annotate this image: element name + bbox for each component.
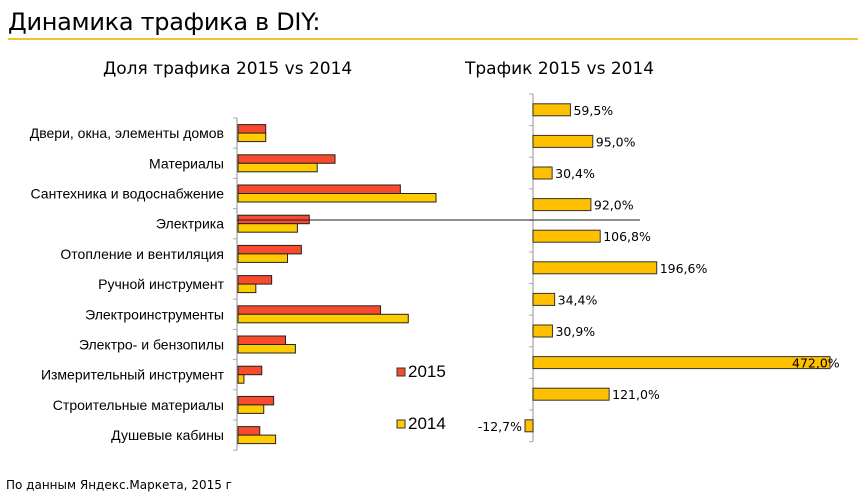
bar-2015: [237, 214, 310, 225]
bar-2014: [237, 313, 409, 324]
category-label: Душевые кабины: [111, 427, 224, 443]
bar-2014: [237, 162, 318, 173]
legend-label-2015: 2015: [408, 362, 446, 381]
category-label: Материалы: [149, 155, 224, 171]
traffic-bar: [532, 324, 553, 338]
traffic-bar: [532, 166, 553, 180]
bar-2015: [237, 305, 382, 315]
bar-2014: [237, 223, 298, 233]
right-chart-title: Трафик 2015 vs 2014: [465, 59, 655, 79]
left-chart-title: Доля трафика 2015 vs 2014: [103, 59, 353, 79]
traffic-bar: [532, 198, 592, 212]
category-label: Двери, окна, элементы домов: [30, 125, 224, 141]
category-label: Сантехника и водоснабжение: [31, 186, 225, 202]
legend-swatch-2015: [396, 367, 406, 377]
bar-2014: [237, 434, 277, 445]
traffic-bar: [532, 387, 610, 401]
traffic-bar: [532, 356, 831, 370]
bar-2014: [237, 283, 257, 294]
traffic-value-label: 92,0%: [594, 198, 634, 213]
category-label: Измерительный инструмент: [41, 367, 225, 383]
right-chart-traffic: 59,5% 95,0% 30,4% 92,0% 106,8% 196,6% 34,4% 30,…: [478, 93, 840, 443]
bar-2015: [237, 244, 302, 255]
category-label: Электрика: [156, 216, 224, 232]
bar-2015: [237, 184, 401, 194]
bar-2015: [237, 154, 336, 164]
legend-label-2014: 2014: [408, 414, 446, 433]
bar-2015: [237, 275, 273, 285]
bar-2014: [237, 344, 296, 354]
page-title: Динамика трафика в DIY:: [8, 8, 321, 36]
source-footnote: По данным Яндекс.Маркета, 2015 г: [6, 478, 232, 492]
traffic-value-label: -12,7%: [478, 419, 522, 434]
traffic-value-label: 34,4%: [558, 292, 598, 307]
category-label: Электроинструменты: [85, 306, 224, 322]
traffic-value-label: 95,0%: [596, 134, 636, 149]
category-label: Отопление и вентиляция: [60, 246, 224, 262]
bar-2015: [237, 426, 261, 436]
left-chart-share: Двери, окна, элементы домов Материалы Сант…: [30, 117, 446, 451]
category-label: Строительные материалы: [53, 397, 224, 413]
bar-2014: [237, 193, 437, 203]
traffic-value-label: 30,9%: [555, 324, 595, 339]
traffic-bar: [524, 419, 534, 433]
traffic-bar: [532, 292, 556, 306]
bar-2014: [237, 132, 267, 143]
traffic-value-label: 196,6%: [660, 261, 708, 276]
traffic-bar: [532, 261, 658, 275]
bar-2014: [237, 253, 288, 263]
bar-2014: [237, 404, 265, 414]
category-label: Ручной инструмент: [98, 276, 224, 292]
title-underline: [8, 38, 858, 40]
bar-2015: [237, 365, 263, 376]
bar-2015: [237, 124, 267, 134]
bar-2014: [237, 374, 245, 384]
bar-2015: [237, 335, 287, 345]
legend-swatch-2014: [396, 419, 406, 429]
traffic-value-label: 121,0%: [612, 387, 660, 402]
traffic-value-label: 59,5%: [573, 103, 613, 118]
traffic-bar: [532, 134, 594, 148]
category-label: Электро- и бензопилы: [79, 337, 224, 353]
traffic-bar: [532, 229, 601, 243]
traffic-value-label: 106,8%: [603, 229, 651, 244]
traffic-value-label: 472,0%: [792, 356, 840, 371]
traffic-value-label: 30,4%: [555, 166, 595, 181]
bar-2015: [237, 395, 275, 406]
traffic-bar: [532, 103, 571, 117]
